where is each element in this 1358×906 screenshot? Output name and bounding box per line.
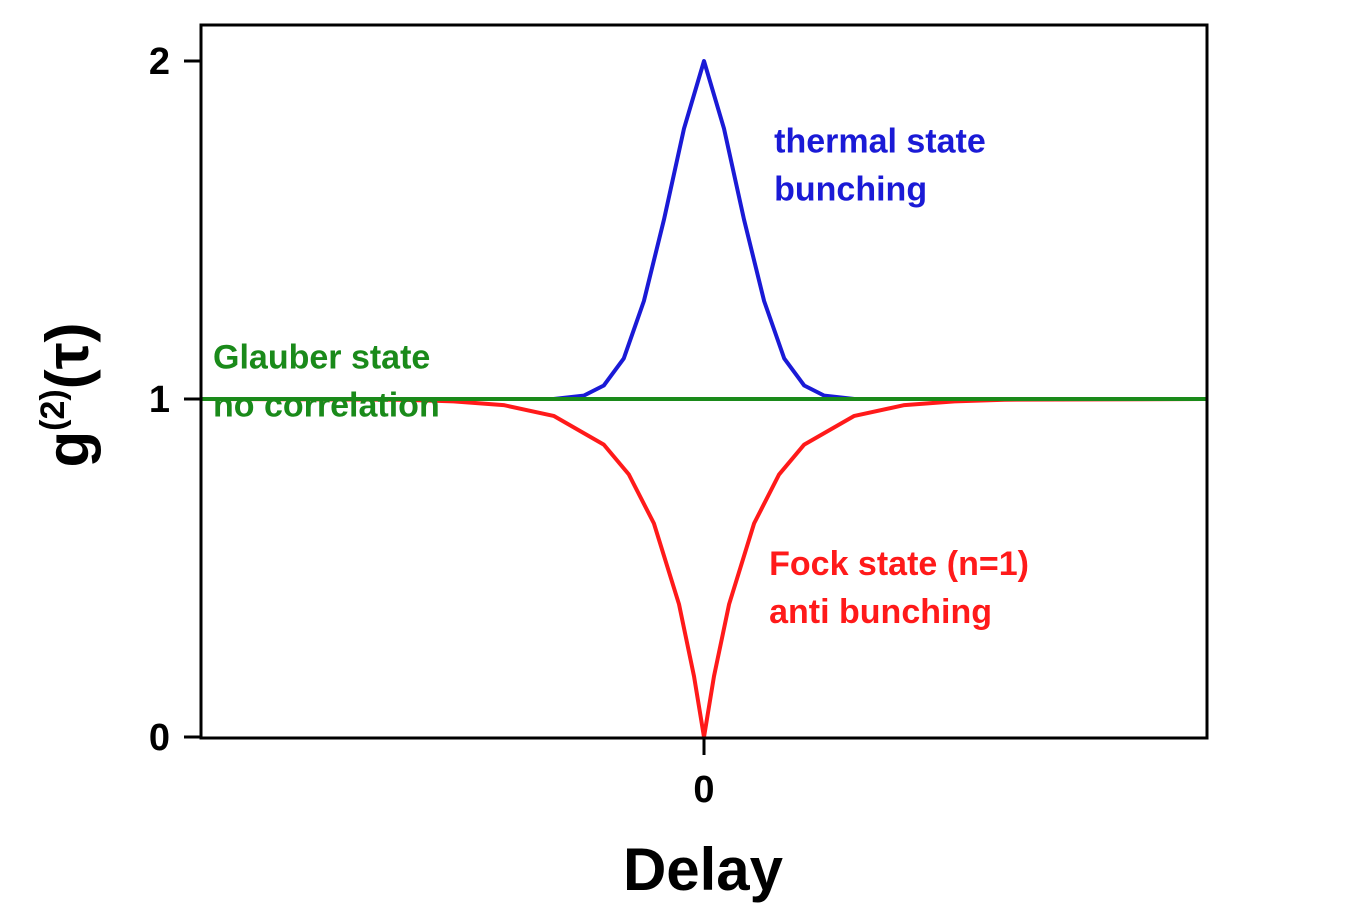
axis-ticks: 0 1 2 0	[149, 41, 715, 811]
y-axis-title-main: g	[34, 431, 101, 468]
y-axis-title: g(2)(τ)	[34, 323, 101, 468]
x-tick-label: 0	[693, 769, 714, 811]
y-axis-title-arg: (τ)	[34, 323, 101, 390]
annotation-glauber: Glauber state no correlation	[213, 339, 440, 425]
annotations: thermal state bunching Glauber state no cor…	[213, 122, 1029, 631]
annotation-thermal: thermal state bunching	[774, 122, 986, 208]
series-line-thermal	[201, 59, 1207, 401]
x-axis-title: Delay	[623, 836, 784, 903]
series-line-fock	[201, 397, 1207, 739]
y-tick-label: 0	[149, 717, 170, 759]
svg-text:g(2)(τ): g(2)(τ)	[34, 323, 101, 468]
y-tick-label: 2	[149, 41, 170, 83]
y-tick-label: 1	[149, 379, 170, 421]
plot-frame	[199, 23, 1209, 740]
annotation-fock: Fock state (n=1) anti bunching	[769, 545, 1029, 631]
y-axis-title-sup: (2)	[34, 389, 72, 431]
